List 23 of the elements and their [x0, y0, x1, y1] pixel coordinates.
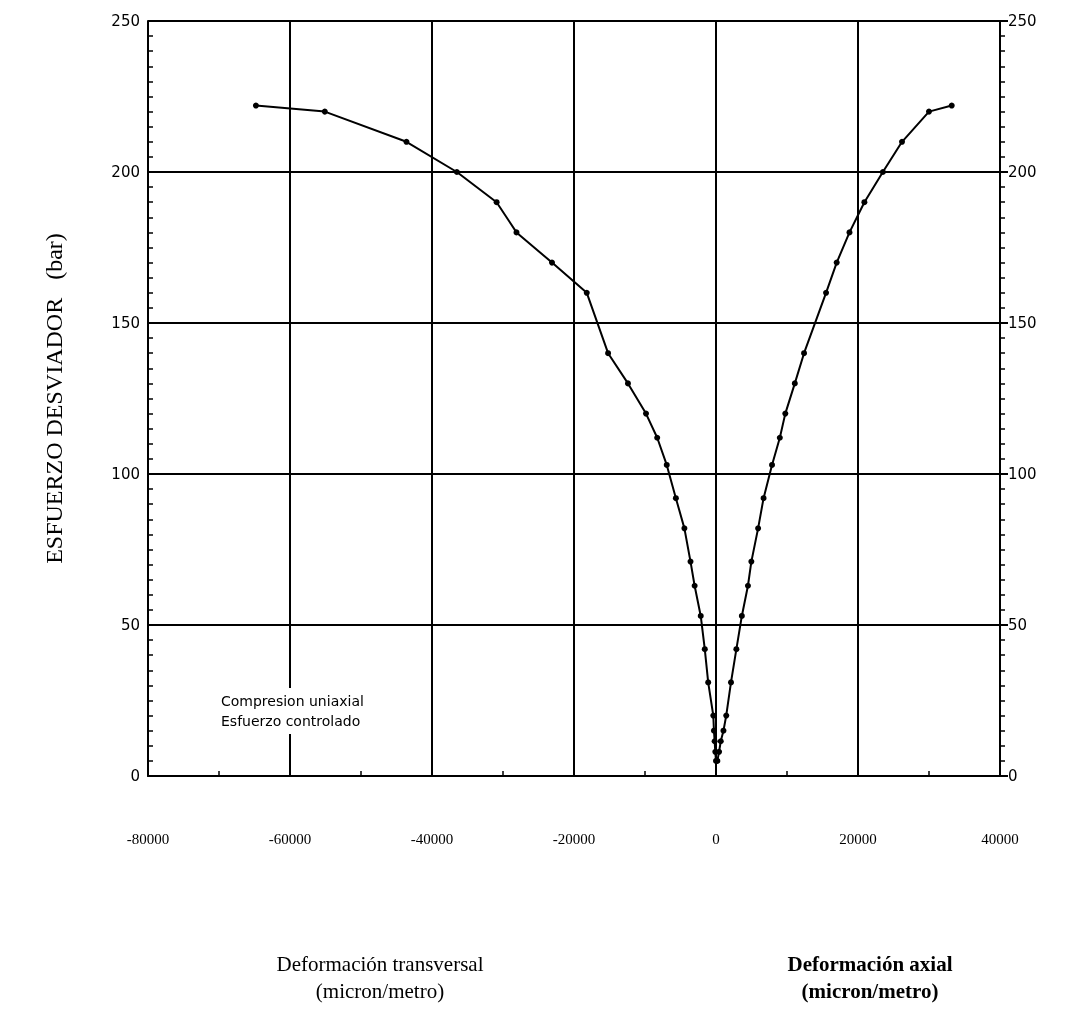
y2-tick-label: 100 — [1008, 465, 1037, 483]
y2-tick-label: 250 — [1008, 12, 1037, 30]
y-tick-label: 250 — [111, 12, 140, 30]
text: Deformación transversal (micron/metro) — [276, 951, 484, 1003]
x-tick-label: -20000 — [552, 830, 596, 847]
annotation: Compresion uniaxial Esfuerzo controlado — [221, 693, 364, 729]
x-tick-label: -40000 — [410, 830, 454, 847]
x-tick-label: -60000 — [268, 830, 312, 847]
x-tick-label: 20000 — [839, 830, 877, 847]
x-tick-label: 0 — [712, 830, 720, 847]
y-tick-label: 0 — [130, 767, 140, 785]
y-tick-label: 150 — [111, 314, 140, 332]
y2-tick-label: 50 — [1008, 616, 1028, 634]
text: Deformación axial (micron/metro) — [787, 951, 953, 1003]
y-tick-label: 50 — [120, 616, 140, 634]
y2-tick-label: 200 — [1008, 163, 1037, 181]
y-tick-label: 200 — [111, 163, 140, 181]
y2-tick-label: 150 — [1008, 314, 1037, 332]
y-axis-title: ESFUERZO DESVIADOR (bar) — [41, 233, 67, 564]
y-tick-label: 100 — [111, 465, 140, 483]
x-tick-label: 40000 — [981, 830, 1019, 847]
y2-tick-label: 0 — [1008, 767, 1018, 785]
x-tick-label: -80000 — [126, 830, 170, 847]
